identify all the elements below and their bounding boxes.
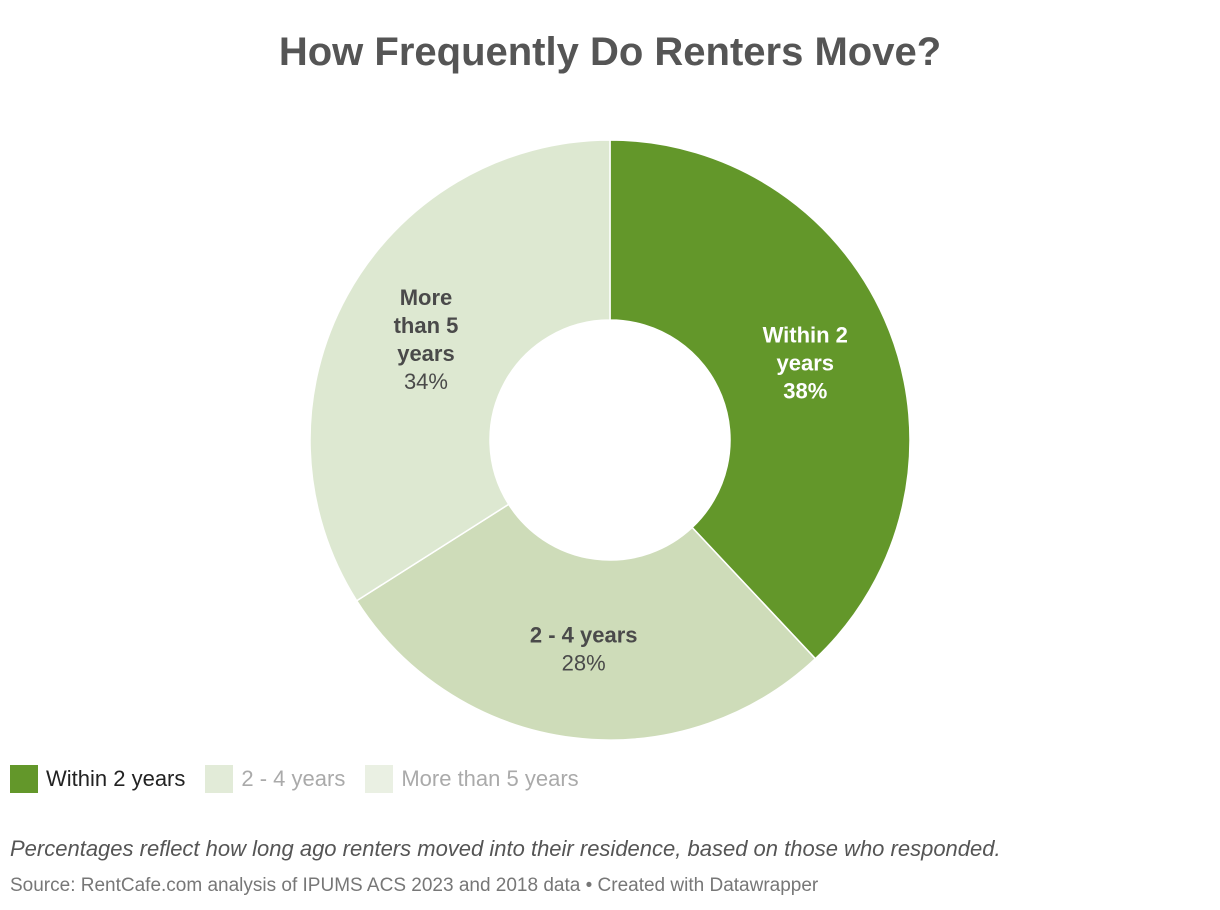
slice-label: More than 5 years 34%	[394, 285, 459, 394]
legend-label: More than 5 years	[401, 766, 579, 791]
slice-label-name: years	[776, 351, 834, 376]
donut-slice-within-2-years[interactable]	[609, 139, 911, 660]
donut-slice-2-4-years[interactable]	[355, 503, 817, 741]
slice-label-name: than 5	[394, 313, 459, 338]
slice-label-name: More	[400, 285, 453, 310]
donut-slice-more-than-5-years[interactable]	[309, 139, 611, 602]
donut-slices	[309, 139, 911, 741]
chart-source: Source: RentCafe.com analysis of IPUMS A…	[10, 875, 819, 896]
legend-label: 2 - 4 years	[241, 766, 346, 791]
slice-labels: Within 2 years 38% 2 - 4 years 28% More than 5…	[394, 285, 848, 676]
slice-value-label: 34%	[404, 369, 448, 394]
slice-value-label: 38%	[783, 379, 827, 404]
legend: Within 2 years 2 - 4 years More than 5 y…	[10, 764, 599, 794]
chart-title: How Frequently Do Renters Move?	[278, 30, 942, 74]
legend-item-2-4-years[interactable]: 2 - 4 years	[205, 765, 345, 793]
legend-item-more-than-5-years[interactable]: More than 5 years	[365, 765, 579, 793]
slice-value-label: 28%	[562, 650, 606, 675]
chart-note: Percentages reflect how long ago renters…	[10, 836, 1001, 861]
slice-label-name: years	[397, 341, 455, 366]
donut-chart: Within 2 years 38% 2 - 4 years 28% More than 5…	[309, 139, 911, 741]
legend-swatch	[205, 765, 234, 793]
slice-label-name: Within 2	[763, 323, 848, 348]
legend-swatch	[10, 765, 38, 793]
slice-label: Within 2 years 38%	[763, 323, 848, 404]
slice-label: 2 - 4 years 28%	[530, 622, 638, 675]
legend-item-within-2-years[interactable]: Within 2 years	[10, 765, 185, 793]
slice-label-name: 2 - 4 years	[530, 622, 638, 647]
legend-swatch	[365, 765, 394, 793]
legend-label: Within 2 years	[46, 766, 186, 791]
